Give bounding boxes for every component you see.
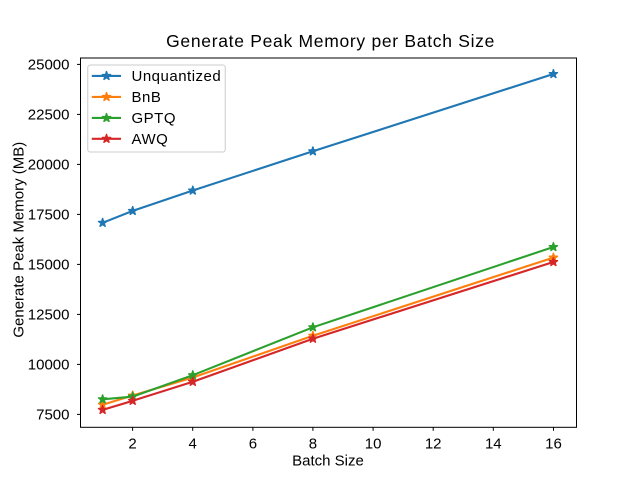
- svg-text:22500: 22500: [28, 107, 70, 124]
- svg-text:Generate Peak Memory per Batch: Generate Peak Memory per Batch Size: [166, 31, 495, 51]
- svg-text:2: 2: [128, 435, 136, 452]
- svg-text:4: 4: [189, 435, 197, 452]
- svg-text:10: 10: [365, 435, 382, 452]
- svg-text:8: 8: [309, 435, 317, 452]
- svg-text:BnB: BnB: [132, 89, 162, 106]
- svg-text:17500: 17500: [28, 207, 70, 224]
- svg-text:16: 16: [545, 435, 562, 452]
- svg-text:GPTQ: GPTQ: [132, 110, 177, 127]
- svg-text:AWQ: AWQ: [132, 131, 169, 148]
- svg-text:Generate Peak Memory (MB): Generate Peak Memory (MB): [11, 142, 28, 338]
- svg-text:12500: 12500: [28, 307, 70, 324]
- svg-text:7500: 7500: [36, 407, 69, 424]
- svg-text:15000: 15000: [28, 257, 70, 274]
- svg-text:10000: 10000: [28, 357, 70, 374]
- svg-text:12: 12: [425, 435, 442, 452]
- svg-text:Batch Size: Batch Size: [292, 453, 364, 470]
- svg-text:6: 6: [249, 435, 257, 452]
- svg-text:20000: 20000: [28, 157, 70, 174]
- svg-text:25000: 25000: [28, 57, 70, 74]
- svg-text:14: 14: [485, 435, 502, 452]
- svg-text:Unquantized: Unquantized: [132, 68, 222, 85]
